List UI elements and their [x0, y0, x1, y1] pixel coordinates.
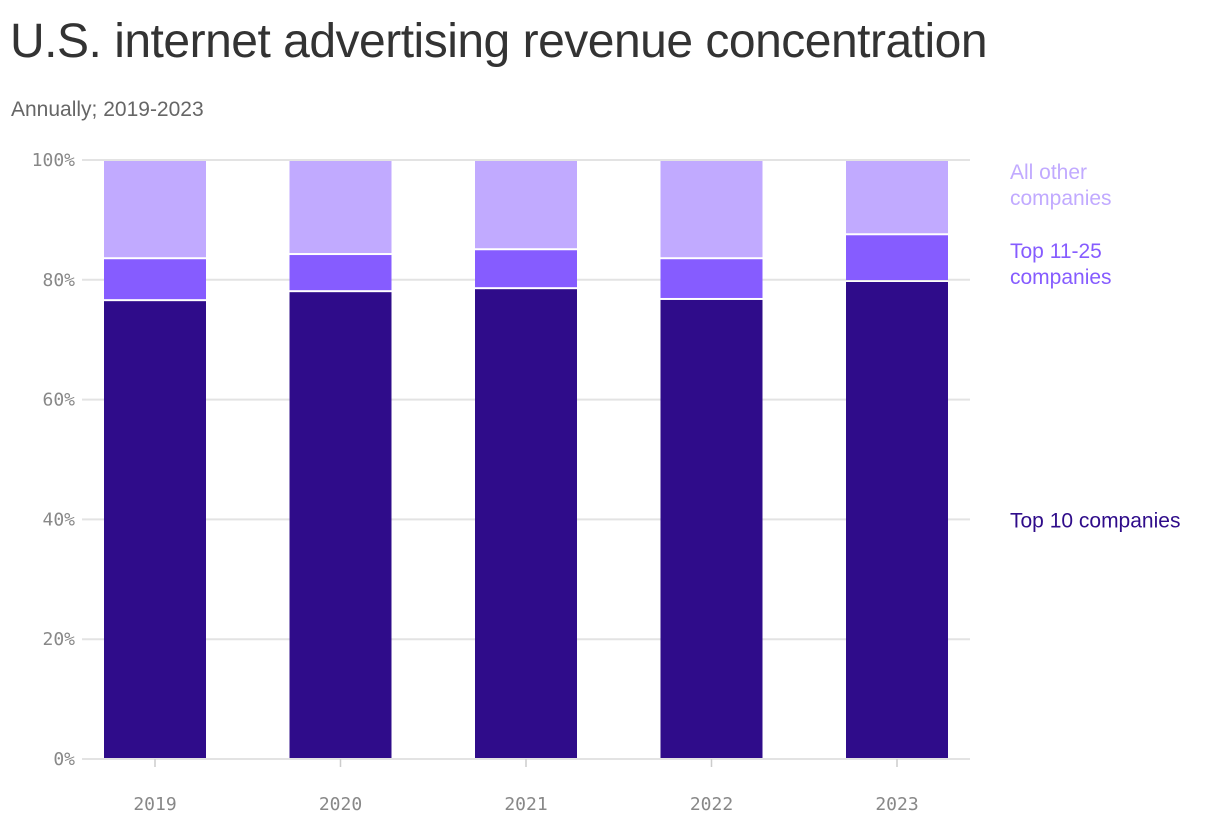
- bar-segment: [289, 161, 392, 254]
- chart-subtitle: Annually; 2019-2023: [11, 98, 204, 121]
- y-tick-label: 40%: [42, 509, 75, 530]
- bar-segment: [846, 281, 948, 758]
- y-tick-label: 80%: [42, 270, 75, 291]
- y-tick-label: 20%: [42, 629, 75, 650]
- bar-segment: [289, 292, 392, 758]
- legend-label: companies: [1010, 187, 1112, 210]
- legend-label: All other: [1010, 161, 1087, 184]
- legend-label: Top 11-25: [1010, 240, 1102, 263]
- bar-segment: [846, 161, 948, 234]
- bar-segment: [660, 299, 763, 758]
- bar-segment: [104, 161, 206, 258]
- legend-label: companies: [1010, 266, 1112, 289]
- x-tick-label: 2022: [690, 794, 733, 815]
- bar-segment: [846, 235, 948, 280]
- bar-segment: [475, 289, 577, 758]
- bar-segment: [289, 255, 392, 291]
- bar-segment: [475, 161, 577, 249]
- y-tick-label: 100%: [32, 150, 76, 171]
- x-tick-label: 2020: [319, 794, 362, 815]
- y-tick-label: 0%: [53, 749, 75, 770]
- x-tick-label: 2021: [504, 794, 547, 815]
- legend-label: Top 10 companies: [1010, 509, 1180, 532]
- bar-segment: [104, 259, 206, 300]
- bar-segment: [660, 259, 763, 298]
- y-tick-label: 60%: [42, 390, 75, 411]
- chart-title: U.S. internet advertising revenue concen…: [10, 15, 988, 68]
- x-tick-label: 2019: [133, 794, 176, 815]
- x-tick-label: 2023: [875, 794, 918, 815]
- bar-segment: [660, 161, 763, 258]
- bar-segment: [475, 250, 577, 288]
- bar-segment: [104, 301, 206, 758]
